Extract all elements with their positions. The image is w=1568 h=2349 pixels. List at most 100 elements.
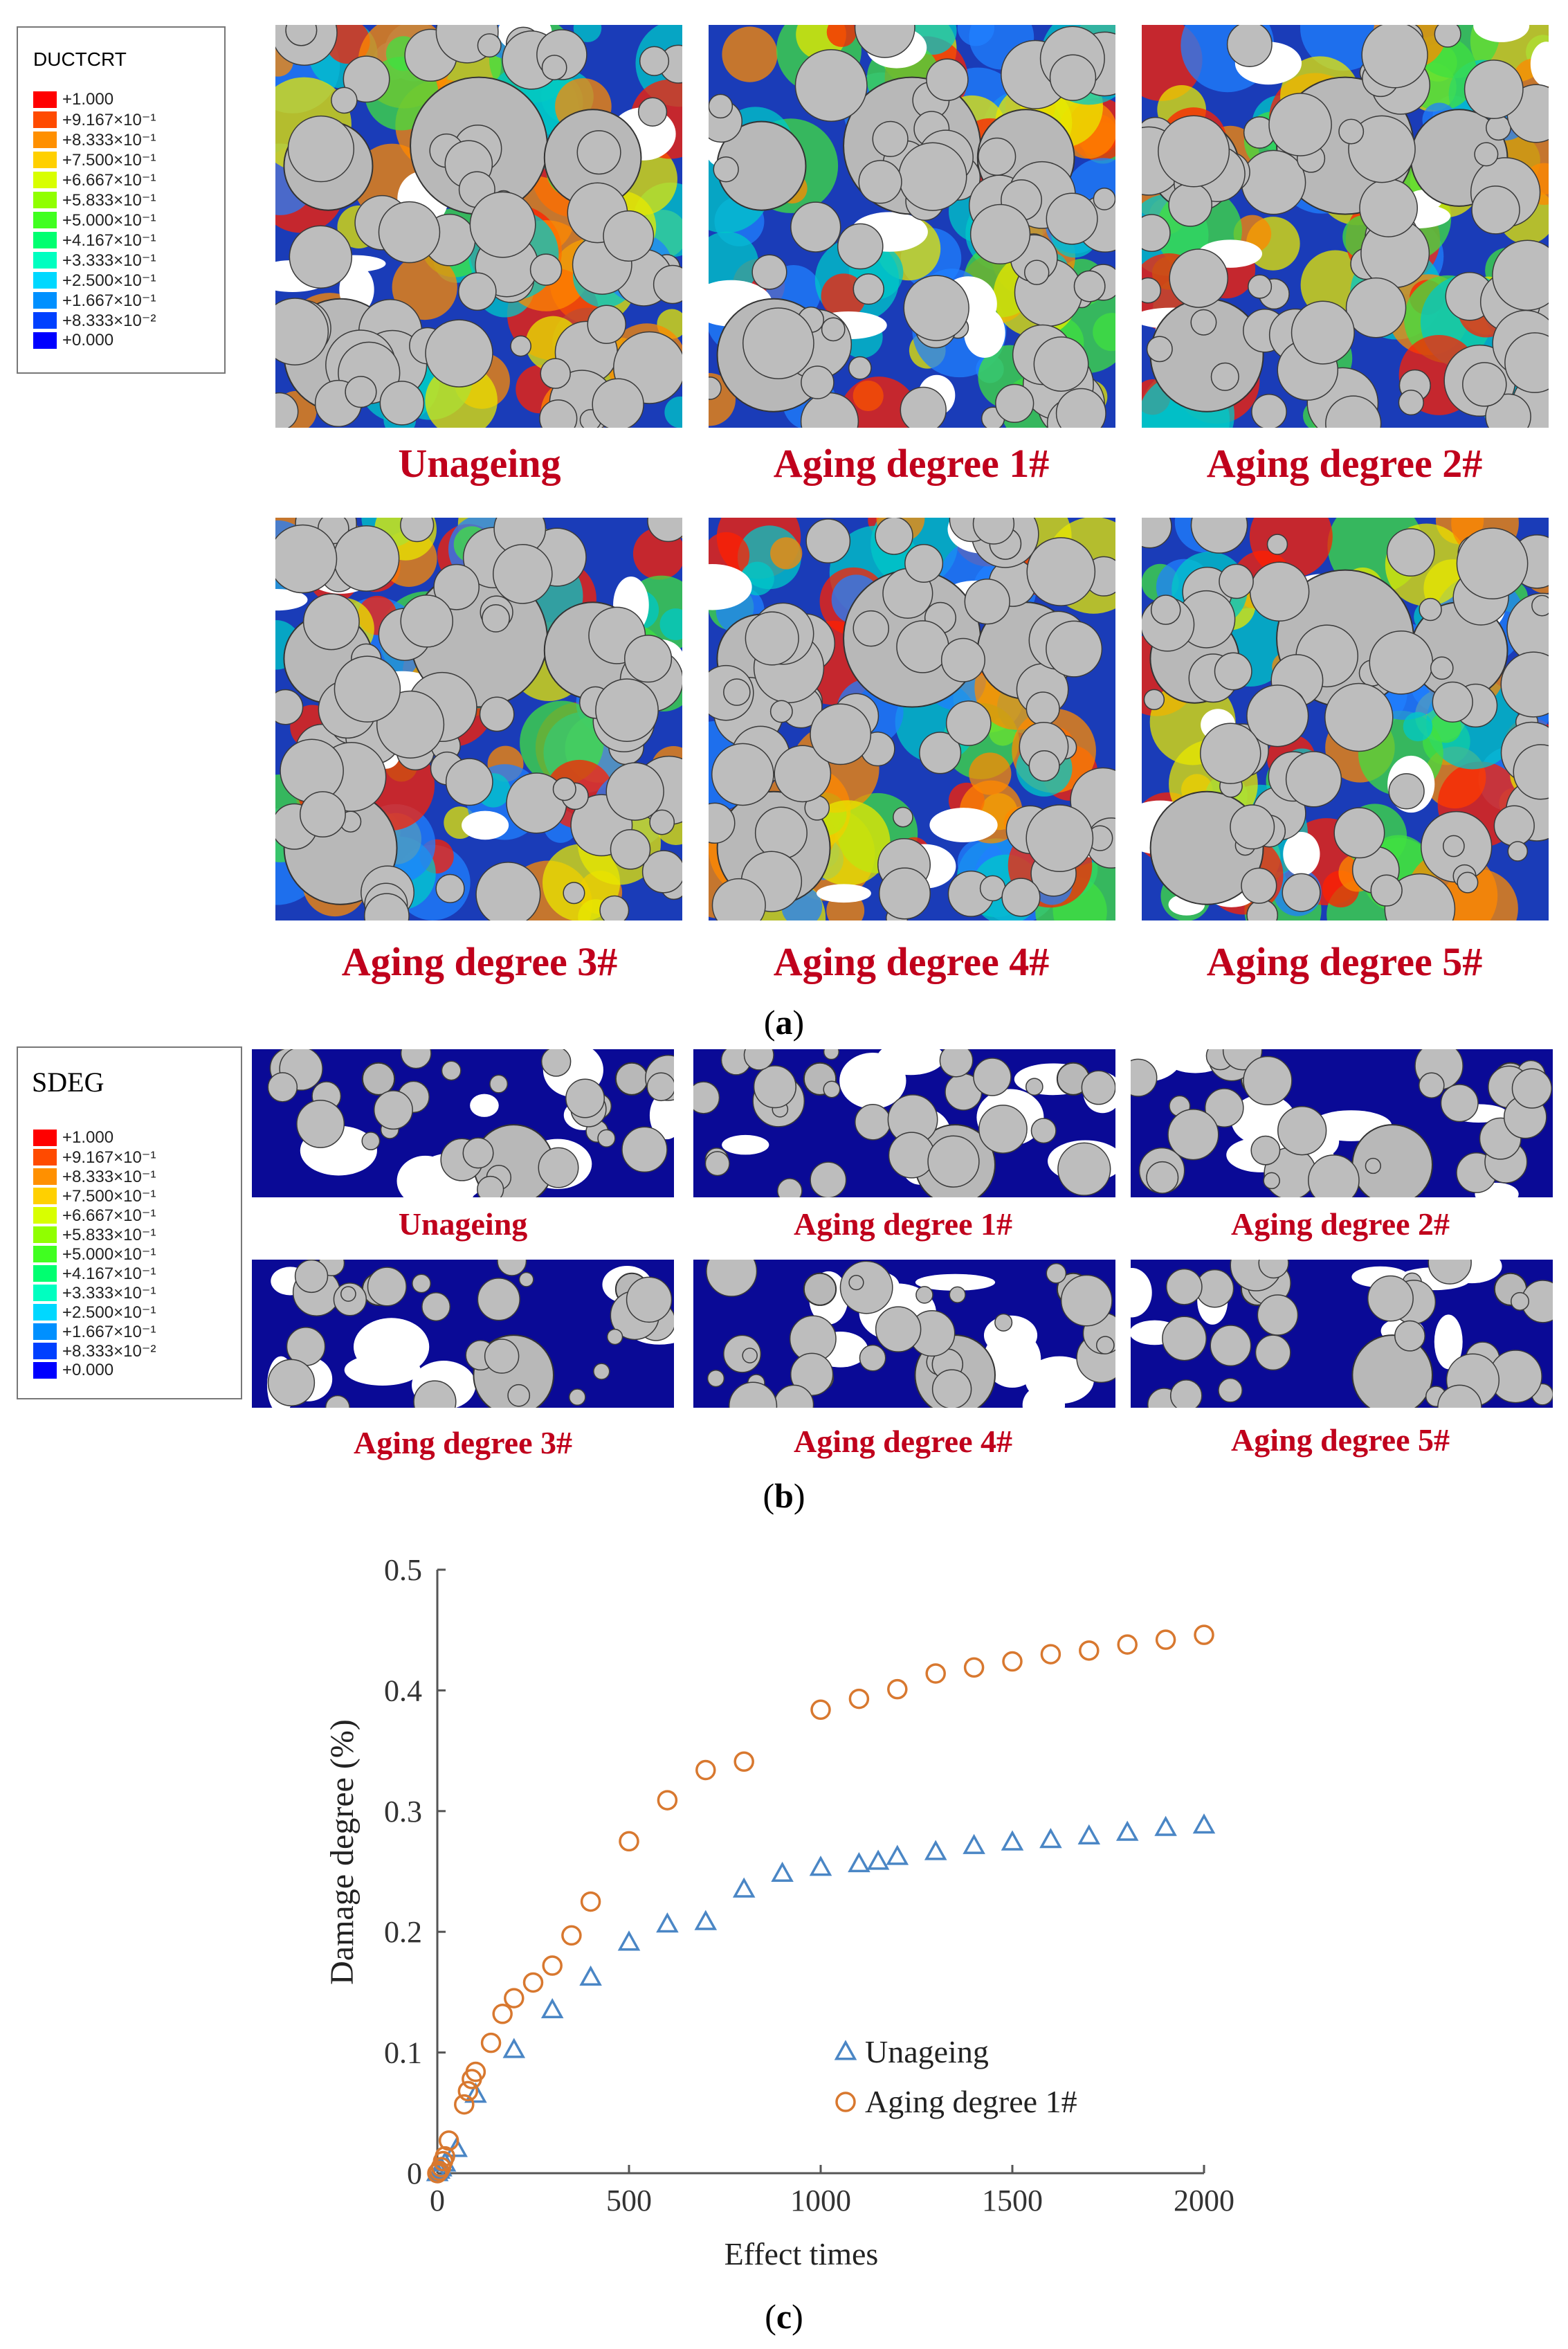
simulation-panel-a-2 xyxy=(1142,25,1549,428)
legend-entry: +6.667×10⁻¹ xyxy=(33,170,156,190)
legend-label: +1.667×10⁻¹ xyxy=(62,291,156,310)
simulation-panel-b-3 xyxy=(252,1260,674,1408)
legend-swatch xyxy=(33,1207,57,1224)
legend-entry: +6.667×10⁻¹ xyxy=(33,1206,156,1225)
data-point-unageing xyxy=(924,1840,947,1860)
legend-marker xyxy=(834,2040,857,2060)
legend-label: +8.333×10⁻² xyxy=(62,311,156,330)
data-point-unageing xyxy=(1039,1828,1062,1849)
legend-entry: +8.333×10⁻² xyxy=(33,311,156,330)
data-point-aging-1 xyxy=(963,1657,985,1678)
legend-entry: +3.333×10⁻¹ xyxy=(33,1283,156,1303)
caption-b-aging-1: Aging degree 1# xyxy=(793,1206,1012,1242)
subfigure-label-b: (b) xyxy=(763,1476,805,1515)
legend-label: +3.333×10⁻¹ xyxy=(62,1283,156,1303)
data-point-unageing xyxy=(771,1861,794,1883)
legend-label: +1.000 xyxy=(62,1128,114,1147)
legend-entry: +0.000 xyxy=(33,1361,114,1379)
data-point-aging-1 xyxy=(733,1751,754,1772)
data-point-unageing xyxy=(1001,1830,1024,1851)
legend-swatch xyxy=(33,131,57,148)
caption-a-aging-1: Aging degree 1# xyxy=(773,441,1050,486)
data-point-unageing xyxy=(428,2158,451,2179)
legend-swatch xyxy=(33,1323,57,1340)
legend-entry: +8.333×10⁻¹ xyxy=(33,1168,156,1186)
legend-entry: +1.000 xyxy=(33,1128,114,1147)
x-tick-label: 1000 xyxy=(790,2184,851,2218)
legend-label: +1.667×10⁻¹ xyxy=(62,1322,156,1341)
legend-swatch xyxy=(33,1285,57,1301)
legend-entry: +2.500×10⁻¹ xyxy=(33,271,156,290)
legend-label: +8.333×10⁻¹ xyxy=(62,130,156,149)
data-point-aging-1 xyxy=(462,2069,482,2089)
subfigure-label-a: (a) xyxy=(763,1003,805,1042)
legend-swatch xyxy=(33,1304,57,1321)
data-point-aging-1 xyxy=(657,1790,678,1811)
y-axis-label: Damage degree (%) xyxy=(324,1719,361,1985)
caption-a-aging-4: Aging degree 4# xyxy=(773,939,1050,984)
legend-label: +8.333×10⁻² xyxy=(62,1341,156,1361)
legend-label: +4.167×10⁻¹ xyxy=(62,230,156,250)
data-point-aging-1 xyxy=(465,2061,486,2083)
legend-entry: +5.000×10⁻¹ xyxy=(33,211,156,230)
simulation-panel-a-0 xyxy=(275,25,682,428)
legend-label: +2.500×10⁻¹ xyxy=(62,271,156,290)
x-axis-label: Effect times xyxy=(724,2236,879,2271)
data-point-unageing xyxy=(848,1851,870,1873)
legend-swatch xyxy=(33,232,57,248)
legend-title: SDEG xyxy=(32,1067,104,1098)
legend-entry: +5.833×10⁻¹ xyxy=(33,1226,156,1244)
legend-label: +3.333×10⁻¹ xyxy=(62,251,156,270)
legend-label: +6.667×10⁻¹ xyxy=(62,1206,156,1225)
legend-swatch xyxy=(33,111,57,128)
caption-b-aging-3: Aging degree 3# xyxy=(353,1425,572,1460)
data-point-unageing xyxy=(866,1849,890,1870)
data-point-aging-1 xyxy=(1117,1634,1138,1655)
legend-swatch xyxy=(33,272,57,289)
legend-title: DUCTCRT xyxy=(33,48,127,70)
legend-label: +7.500×10⁻¹ xyxy=(62,1186,156,1206)
simulation-panel-b-2 xyxy=(1131,1049,1553,1197)
data-point-unageing xyxy=(464,2083,487,2103)
legend-entry: +1.667×10⁻¹ xyxy=(33,1322,156,1341)
data-point-unageing xyxy=(430,2156,453,2177)
caption-a-aging-3: Aging degree 3# xyxy=(341,939,618,984)
data-point-unageing xyxy=(732,1877,756,1898)
legend-label: +6.667×10⁻¹ xyxy=(62,170,156,190)
data-point-aging-1 xyxy=(619,1831,639,1852)
legend-swatch xyxy=(33,1130,57,1146)
legend-entry: +1.667×10⁻¹ xyxy=(33,291,156,310)
data-point-aging-1 xyxy=(504,1988,525,2008)
caption-b-aging-4: Aging degree 4# xyxy=(793,1424,1012,1459)
data-point-unageing xyxy=(886,1844,909,1865)
legend-entry: +1.000 xyxy=(33,90,113,109)
data-point-aging-1 xyxy=(1040,1644,1061,1665)
legend-label: +0.000 xyxy=(62,1361,114,1379)
data-point-unageing xyxy=(1077,1824,1101,1844)
data-point-aging-1 xyxy=(432,2150,454,2172)
legend-swatch xyxy=(33,91,57,108)
legend-swatch xyxy=(33,1226,57,1243)
y-tick-label: 0.1 xyxy=(384,2036,422,2070)
legend-entry: +2.500×10⁻¹ xyxy=(33,1303,156,1322)
simulation-panel-a-3 xyxy=(275,518,682,920)
data-point-unageing xyxy=(1192,1813,1216,1834)
data-point-aging-1 xyxy=(1155,1629,1176,1650)
legend-swatch xyxy=(33,312,57,329)
legend-marker xyxy=(835,2092,856,2112)
simulation-panel-a-1 xyxy=(709,25,1115,428)
legend-swatch xyxy=(33,292,57,309)
data-point-unageing xyxy=(433,2151,457,2172)
legend-swatch xyxy=(33,1188,57,1204)
data-point-aging-1 xyxy=(887,1678,908,1700)
caption-a-aging-2: Aging degree 2# xyxy=(1206,441,1483,486)
simulation-panel-b-4 xyxy=(693,1260,1115,1408)
legend-swatch xyxy=(33,1362,57,1379)
legend-label: +7.500×10⁻¹ xyxy=(62,150,156,170)
legend-swatch xyxy=(33,1265,57,1282)
data-point-unageing xyxy=(540,1997,564,2019)
data-point-unageing xyxy=(617,1930,641,1951)
legend-entry: +7.500×10⁻¹ xyxy=(33,150,156,170)
data-point-aging-1 xyxy=(492,2004,513,2024)
data-point-aging-1 xyxy=(561,1925,582,1946)
